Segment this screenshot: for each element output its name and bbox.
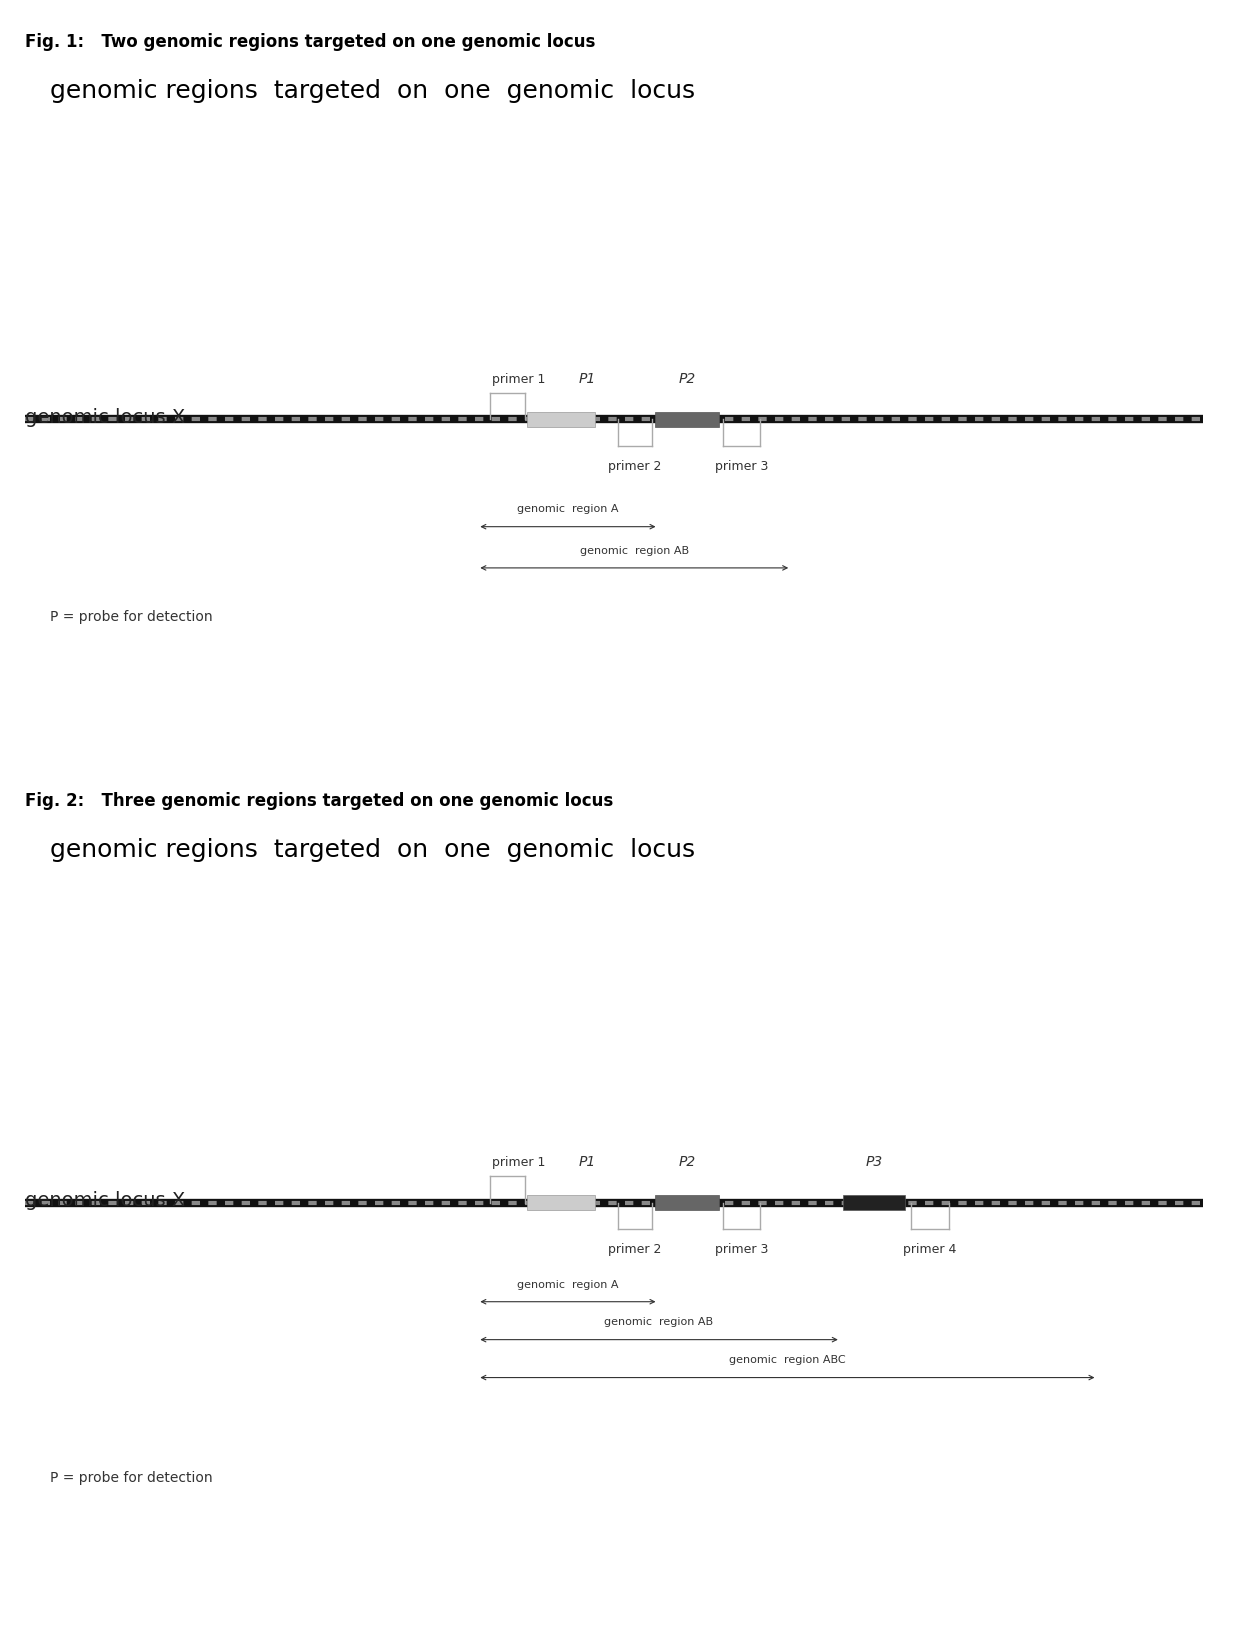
Text: P = probe for detection: P = probe for detection — [50, 1470, 212, 1483]
Text: Fig. 2:   Three genomic regions targeted on one genomic locus: Fig. 2: Three genomic regions targeted o… — [25, 791, 613, 809]
Bar — [655, 412, 719, 427]
Text: P2: P2 — [678, 372, 696, 386]
Text: genomic locus X: genomic locus X — [25, 1190, 185, 1210]
Bar — [527, 412, 595, 427]
Text: P3: P3 — [866, 1155, 883, 1168]
Text: Fig. 1:   Two genomic regions targeted on one genomic locus: Fig. 1: Two genomic regions targeted on … — [25, 33, 595, 51]
Text: genomic locus X: genomic locus X — [25, 407, 185, 427]
Text: genomic  region AB: genomic region AB — [579, 545, 689, 555]
Text: P1: P1 — [578, 372, 595, 386]
Text: primer 2: primer 2 — [608, 460, 662, 473]
Bar — [843, 1196, 905, 1210]
Text: P1: P1 — [578, 1155, 595, 1168]
Text: primer 1: primer 1 — [492, 372, 546, 386]
Text: P = probe for detection: P = probe for detection — [50, 610, 212, 623]
Text: primer 2: primer 2 — [608, 1243, 662, 1256]
Text: genomic  region A: genomic region A — [517, 1279, 619, 1289]
Text: P2: P2 — [678, 1155, 696, 1168]
Text: genomic  region ABC: genomic region ABC — [729, 1355, 846, 1365]
Text: genomic regions  targeted  on  one  genomic  locus: genomic regions targeted on one genomic … — [50, 837, 694, 862]
Text: genomic  region AB: genomic region AB — [604, 1317, 714, 1327]
Text: primer 1: primer 1 — [492, 1155, 546, 1168]
Text: primer 3: primer 3 — [714, 1243, 769, 1256]
Bar — [527, 1196, 595, 1210]
Text: primer 4: primer 4 — [903, 1243, 957, 1256]
Bar — [655, 1196, 719, 1210]
Text: primer 3: primer 3 — [714, 460, 769, 473]
Text: genomic  region A: genomic region A — [517, 504, 619, 514]
Text: genomic regions  targeted  on  one  genomic  locus: genomic regions targeted on one genomic … — [50, 79, 694, 104]
